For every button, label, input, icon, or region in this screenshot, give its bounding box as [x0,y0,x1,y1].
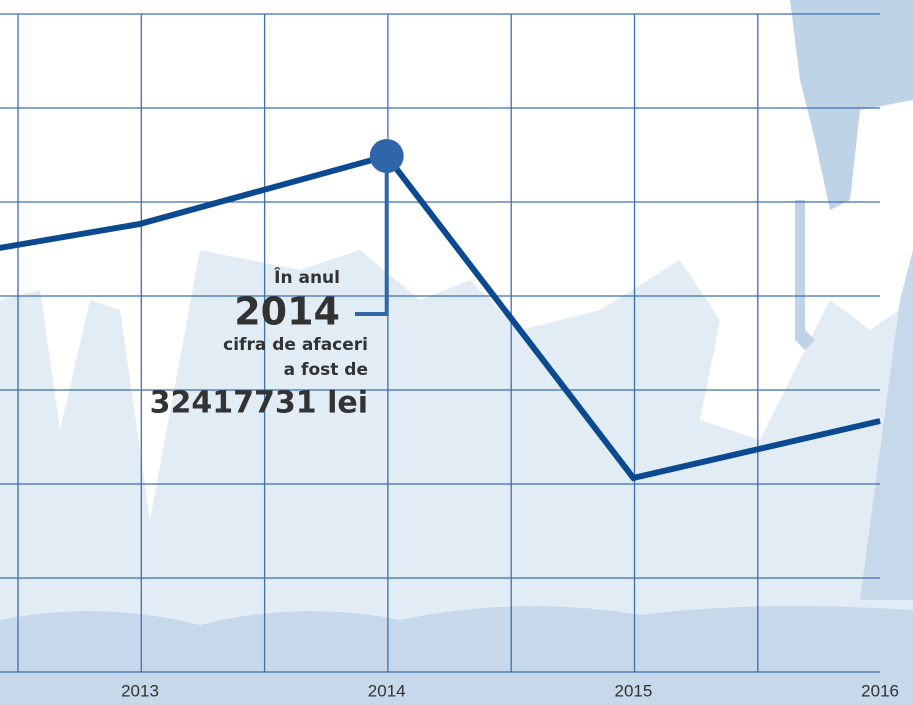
annotation-line: a fost de [284,360,368,380]
annotation-year: 2014 [234,290,340,334]
value-label: 32417731 lei [150,386,368,421]
background-art [0,0,913,705]
annotation-line: cifra de afaceri [223,335,368,355]
chart: 2013 2014 2015 2016 32417731 lei În anul 201… [0,0,913,705]
x-tick-label: 2013 [121,681,159,700]
x-tick-label: 2015 [614,681,652,700]
x-tick-label: 2016 [861,681,899,700]
marker [370,139,404,173]
x-tick-label: 2014 [368,681,406,700]
annotation-line: În anul [274,266,340,288]
